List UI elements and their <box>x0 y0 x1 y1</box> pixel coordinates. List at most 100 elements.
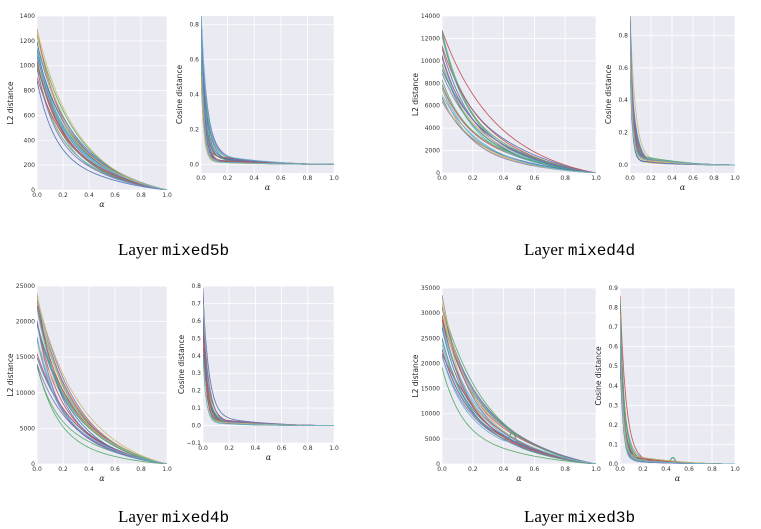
y-tick-label: 10000 <box>421 58 440 65</box>
x-tick-label: 0.6 <box>110 466 120 473</box>
x-tick-label: 0.6 <box>110 192 120 199</box>
y-axis-label: Cosine distance <box>604 64 613 124</box>
series-line <box>37 61 167 190</box>
series-group <box>37 28 167 190</box>
y-axis-label: L2 distance <box>6 353 15 396</box>
x-tick-label: 0.0 <box>196 175 206 182</box>
x-tick-label: 0.6 <box>530 466 540 473</box>
series-line <box>442 30 596 173</box>
x-tick-label: 0.6 <box>276 175 286 182</box>
caption-layer-name: mixed3b <box>567 509 636 527</box>
x-tick-label: 1.0 <box>730 466 740 473</box>
y-tick-label: 600 <box>24 112 36 119</box>
x-tick-label: 0.4 <box>251 445 261 452</box>
y-tick-label: 6000 <box>425 103 440 110</box>
y-tick-label: 0.2 <box>189 126 199 133</box>
plot-area <box>442 16 596 173</box>
series-line <box>37 67 167 190</box>
y-tick-label: 10000 <box>421 411 440 418</box>
y-tick-label: 1000 <box>20 63 35 70</box>
subplot-mixed3b-cosine: 0.0 0.1 0.2 0.3 0.4 0.5 0.6 0.7 0.8 0.9 0.0 0.2 0.4 0… <box>594 285 740 483</box>
y-tick-label: 0 <box>31 187 35 194</box>
x-tick-label: 0.8 <box>303 445 313 452</box>
caption-prefix: Layer <box>524 507 564 526</box>
y-axis-label: Cosine distance <box>177 334 186 394</box>
y-tick-label: 20000 <box>16 319 35 326</box>
y-tick-label: 0.9 <box>608 285 618 292</box>
y-tick-label: 2000 <box>425 148 440 155</box>
x-tick-label: 0.8 <box>709 175 719 182</box>
x-tick-label: 0.8 <box>303 175 313 182</box>
x-axis-label: α <box>516 474 522 483</box>
y-tick-label: 0.4 <box>189 92 199 99</box>
x-tick-label: 0.8 <box>560 466 570 473</box>
y-tick-label: 25000 <box>16 283 35 290</box>
x-tick-label: 1.0 <box>162 466 172 473</box>
caption-prefix: Layer <box>118 507 158 526</box>
y-tick-label: 0.3 <box>608 402 618 409</box>
y-axis-label: Cosine distance <box>594 346 603 406</box>
y-tick-label: 12000 <box>421 35 440 42</box>
plot-area <box>620 288 735 464</box>
series-line <box>37 322 167 464</box>
x-tick-label: 0.0 <box>625 175 635 182</box>
subplot-mixed3b-l2: 0 5000 10000 15000 20000 25000 30000 35000 0.0 0.… <box>411 285 601 483</box>
x-tick-label: 0.8 <box>136 192 146 199</box>
y-tick-label: 0.8 <box>189 22 199 29</box>
y-tick-label: 0.5 <box>608 363 618 370</box>
y-tick-label: 1400 <box>20 13 35 20</box>
x-tick-label: 0.2 <box>468 466 478 473</box>
y-tick-label: 0 <box>31 461 35 468</box>
series-group <box>201 16 334 165</box>
y-tick-label: 0.0 <box>608 461 618 468</box>
y-tick-label: 5000 <box>20 425 35 432</box>
x-tick-label: 0.8 <box>707 466 717 473</box>
y-tick-label: 0.8 <box>618 32 628 39</box>
subplot-mixed4b-cosine: −0.10.00.10.20.30.40.50.60.70.80.0 0.2 0.4… <box>177 283 339 462</box>
x-tick-label: 0.4 <box>499 175 509 182</box>
y-tick-label: 0.1 <box>608 441 618 448</box>
caption-prefix: Layer <box>118 240 158 259</box>
caption-prefix: Layer <box>524 240 564 259</box>
x-axis-label: α <box>680 183 686 192</box>
y-tick-label: 0 <box>436 461 440 468</box>
series-line <box>37 297 167 464</box>
x-tick-label: 1.0 <box>730 175 740 182</box>
x-axis-label: α <box>675 474 681 483</box>
series-group <box>630 16 735 166</box>
y-axis-label: Cosine distance <box>175 64 184 124</box>
x-tick-label: 0.2 <box>468 175 478 182</box>
x-tick-label: 0.2 <box>646 175 656 182</box>
x-tick-label: 0.0 <box>437 175 447 182</box>
x-tick-label: 0.2 <box>58 192 68 199</box>
x-tick-label: 1.0 <box>162 192 172 199</box>
y-tick-label: 15000 <box>421 386 440 393</box>
y-tick-label: 0.6 <box>189 57 199 64</box>
y-tick-label: 0.8 <box>608 305 618 312</box>
x-tick-label: 0.2 <box>223 175 233 182</box>
y-tick-label: 0.6 <box>608 344 618 351</box>
y-tick-label: 0.0 <box>189 161 199 168</box>
y-tick-label: 0.0 <box>618 162 628 169</box>
series-line <box>620 321 735 464</box>
x-tick-label: 1.0 <box>329 445 339 452</box>
series-line <box>442 323 596 464</box>
series-group <box>203 288 334 427</box>
x-axis-label: α <box>99 474 105 483</box>
subplot-mixed5b-cosine: 0.0 0.2 0.4 0.6 0.8 0.0 0.2 0.4 0.6 0.8 1.0 Cosine … <box>175 16 339 192</box>
x-tick-label: 0.4 <box>249 175 259 182</box>
series-line <box>442 349 596 464</box>
series-group <box>620 295 735 464</box>
y-tick-label: 0.2 <box>618 130 628 137</box>
x-tick-label: 1.0 <box>329 175 339 182</box>
y-tick-label: 0.8 <box>191 283 201 290</box>
y-axis-label: L2 distance <box>411 73 420 116</box>
x-tick-label: 0.0 <box>437 466 447 473</box>
plot-area <box>630 16 735 173</box>
subplot-mixed4b-l2: 0 5000 10000 15000 20000 25000 0.0 0.2 0.4 0.6 0.8… <box>6 283 172 483</box>
series-line <box>442 97 596 173</box>
y-tick-label: 800 <box>24 88 36 95</box>
y-tick-label: 0.6 <box>191 318 201 325</box>
y-tick-label: 0.7 <box>608 324 618 331</box>
